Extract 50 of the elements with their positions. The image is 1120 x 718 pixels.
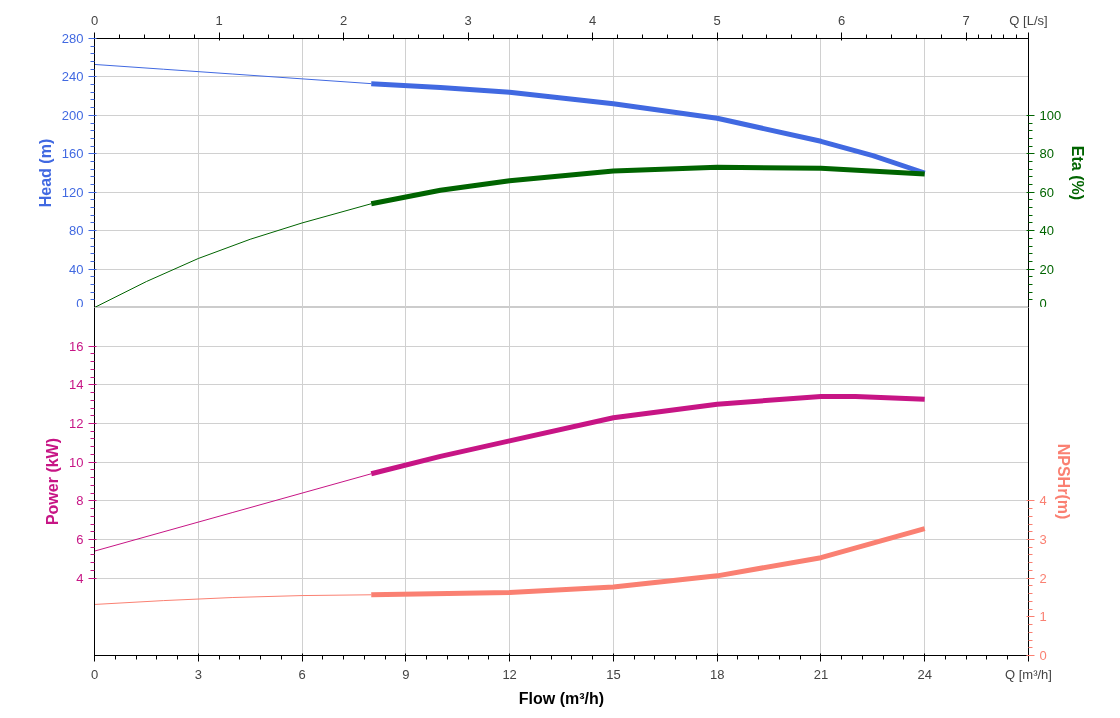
y2-tick-label: 0: [1039, 648, 1047, 663]
x-axis-title: Flow (m³/h): [518, 689, 605, 707]
x2-tick-label: 5: [713, 12, 721, 28]
y-tick-label: 40: [69, 261, 84, 277]
y2-tick-label: 1: [1039, 609, 1047, 625]
y-tick-label: 280: [61, 31, 84, 46]
y2-tick-label: 60: [1039, 184, 1054, 200]
y-tick-label: 240: [61, 69, 84, 85]
x-tick-label: 0: [90, 666, 99, 682]
y2-tick-label: 2: [1039, 570, 1047, 586]
y-axis-title: Power (kW): [44, 437, 62, 526]
y-tick-label: 0: [76, 295, 84, 311]
y-tick-label: 14: [69, 377, 84, 393]
y-tick-label: 4: [76, 570, 84, 586]
x-tick-label: 21: [813, 666, 829, 682]
y2-tick-label: 3: [1039, 532, 1047, 547]
y-tick-label: 80: [69, 223, 84, 239]
y2-tick-label: 20: [1039, 261, 1054, 277]
y-tick-label: 6: [76, 532, 84, 547]
x2-tick-label: 2: [339, 12, 348, 28]
x2-tick-label: 1: [215, 12, 223, 28]
x2-tick-label: 4: [589, 12, 597, 28]
x-tick-label: 18: [709, 666, 725, 682]
y2-tick-label: 0: [1039, 295, 1047, 311]
y-axis-title: Head (m): [36, 138, 54, 208]
x-tick-label: 15: [606, 666, 621, 682]
y2-tick-label: 4: [1039, 493, 1047, 509]
y2-tick-label: 80: [1039, 146, 1054, 162]
y2-axis-title: NPSHr(m): [1054, 443, 1072, 520]
x2-tick-label: 3: [464, 12, 472, 28]
y-tick-label: 16: [69, 338, 84, 354]
x-tick-label: Q [m³/h]: [1005, 666, 1052, 682]
y-tick-label: 10: [69, 454, 84, 470]
y-tick-label: 160: [61, 146, 84, 162]
x2-tick-label: Q [L/s]: [1009, 12, 1048, 28]
y2-tick-label: 40: [1039, 223, 1054, 239]
y-tick-label: 12: [69, 416, 84, 431]
x-tick-label: 3: [194, 666, 202, 682]
x-tick-label: 12: [502, 666, 517, 682]
x2-tick-label: 7: [962, 12, 970, 28]
x2-tick-label: 0: [90, 12, 99, 28]
x-tick-label: 6: [298, 666, 306, 682]
x2-tick-label: 6: [838, 12, 846, 28]
y2-axis-title: Eta (%): [1069, 145, 1087, 201]
y-tick-label: 8: [76, 493, 84, 509]
x-tick-label: 24: [917, 666, 932, 682]
y-tick-label: 200: [61, 107, 84, 123]
x-tick-label: 9: [402, 666, 410, 682]
y-tick-label: 120: [61, 184, 84, 200]
y2-tick-label: 100: [1039, 107, 1062, 123]
